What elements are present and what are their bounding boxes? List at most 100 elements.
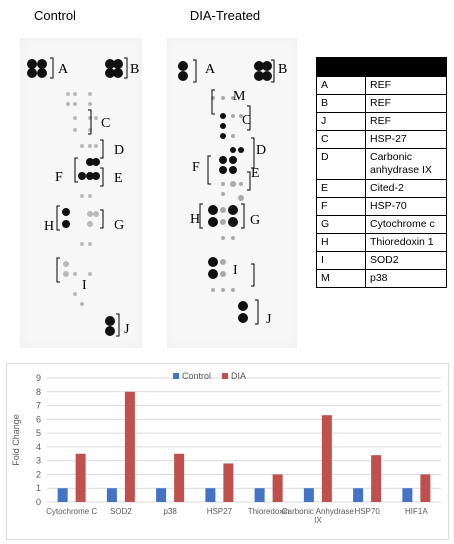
- y-tick-label: 4: [36, 442, 41, 452]
- key-name: Carbonic anhydrase IX: [365, 148, 447, 180]
- y-axis-label: Fold Change: [11, 414, 21, 466]
- control-blot-title: Control: [34, 8, 76, 23]
- control-label-d: D: [114, 143, 125, 158]
- key-code: M: [316, 269, 366, 288]
- bar-control: [57, 488, 68, 502]
- bar-dia: [420, 474, 431, 502]
- key-name: Thioredoxin 1: [365, 233, 447, 252]
- bar-dia: [321, 415, 332, 502]
- y-tick-label: 2: [36, 469, 41, 479]
- dia-label-a: A: [205, 62, 216, 77]
- control-label-g: G: [114, 218, 125, 233]
- x-tick-label: HSP27: [207, 507, 233, 516]
- table-row: A REF: [316, 76, 447, 95]
- table-row: G Cytochrome c: [316, 215, 447, 234]
- control-label-b: B: [130, 62, 140, 77]
- y-tick-label: 3: [36, 456, 41, 466]
- x-tick-label: SOD2: [110, 507, 132, 516]
- x-tick-label: HSP70: [354, 507, 380, 516]
- bar-control: [402, 488, 413, 502]
- dia-label-m: M: [233, 89, 246, 104]
- table-row: E Cited-2: [316, 179, 447, 198]
- y-tick-label: 8: [36, 387, 41, 397]
- dia-blot-image: [167, 38, 297, 348]
- bar-dia: [124, 391, 135, 502]
- table-row: H Thioredoxin 1: [316, 233, 447, 252]
- key-code: I: [316, 251, 366, 270]
- control-label-f: F: [55, 170, 63, 185]
- key-name: REF: [365, 94, 447, 113]
- bar-dia: [174, 453, 185, 502]
- control-label-j: J: [124, 322, 130, 337]
- key-name: HSP-27: [365, 130, 447, 149]
- key-name: HSP-70: [365, 197, 447, 216]
- dia-label-e: E: [251, 166, 260, 181]
- y-tick-label: 5: [36, 428, 41, 438]
- bar-dia: [223, 463, 234, 502]
- control-label-a: A: [58, 62, 69, 77]
- x-tick-label: Cytochrome C: [46, 507, 97, 516]
- table-row: J REF: [316, 112, 447, 131]
- control-blot-spots: [27, 57, 128, 337]
- dia-label-b: B: [278, 62, 288, 77]
- key-name: REF: [365, 76, 447, 95]
- dia-label-i: I: [233, 263, 238, 278]
- bar-control: [254, 488, 265, 502]
- table-row: F HSP-70: [316, 197, 447, 216]
- dia-blot-spots: [178, 59, 275, 325]
- bar-control: [353, 488, 364, 502]
- fold-change-chart-svg: 0 1 2 3 4 5 6 7 8 9 Fold Change Control DIA Cytochrom…: [11, 371, 441, 525]
- legend-swatch-control: [173, 373, 179, 379]
- bar-control: [106, 488, 117, 502]
- table-row: C HSP-27: [316, 130, 447, 149]
- table-row: I SOD2: [316, 251, 447, 270]
- control-label-c: C: [101, 116, 111, 131]
- dia-label-j: J: [266, 312, 272, 327]
- x-tick-label: Carbonic Anhydrase IX: [282, 507, 355, 525]
- control-label-h: H: [44, 219, 55, 234]
- key-code: D: [316, 148, 366, 180]
- fold-change-chart: 0 1 2 3 4 5 6 7 8 9 Fold Change Control DIA Cytochrom…: [6, 363, 449, 540]
- x-tick-label: HIF1A: [405, 507, 428, 516]
- bar-control: [205, 488, 216, 502]
- antibody-key-table: A REF B REF J REF C HSP-27 D Carbonic anhydra…: [316, 57, 447, 288]
- key-code: E: [316, 179, 366, 198]
- x-tick-label: p38: [163, 507, 177, 516]
- y-tick-label: 1: [36, 483, 41, 493]
- x-tick-label: Thioredoxin: [248, 507, 290, 516]
- dia-label-g: G: [250, 213, 261, 228]
- dia-label-d: D: [256, 143, 267, 158]
- bar-control: [156, 488, 167, 502]
- table-row: D Carbonic anhydrase IX: [316, 148, 447, 180]
- y-tick-label: 6: [36, 414, 41, 424]
- legend-label-control: Control: [182, 371, 211, 381]
- bar-dia: [371, 455, 382, 502]
- control-label-i: I: [82, 278, 87, 293]
- table-row: B REF: [316, 94, 447, 113]
- y-tick-label: 9: [36, 373, 41, 383]
- legend-label-dia: DIA: [231, 371, 246, 381]
- key-code: G: [316, 215, 366, 234]
- key-name: p38: [365, 269, 447, 288]
- bar-dia: [75, 453, 86, 502]
- bar-dia: [272, 474, 283, 502]
- key-code: J: [316, 112, 366, 131]
- key-name: Cited-2: [365, 179, 447, 198]
- key-name: REF: [365, 112, 447, 131]
- key-code: A: [316, 76, 366, 95]
- key-table-header: [316, 57, 447, 77]
- control-label-e: E: [114, 171, 123, 186]
- key-name: Cytochrome c: [365, 215, 447, 234]
- key-code: H: [316, 233, 366, 252]
- legend-swatch-dia: [222, 373, 228, 379]
- control-blot-image: [20, 38, 142, 348]
- key-code: C: [316, 130, 366, 149]
- key-name: SOD2: [365, 251, 447, 270]
- y-tick-label: 0: [36, 497, 41, 507]
- dia-blot-title: DIA-Treated: [189, 8, 261, 23]
- dia-label-f: F: [192, 160, 200, 175]
- key-code: B: [316, 94, 366, 113]
- dia-label-c: C: [242, 113, 252, 128]
- y-tick-label: 7: [36, 401, 41, 411]
